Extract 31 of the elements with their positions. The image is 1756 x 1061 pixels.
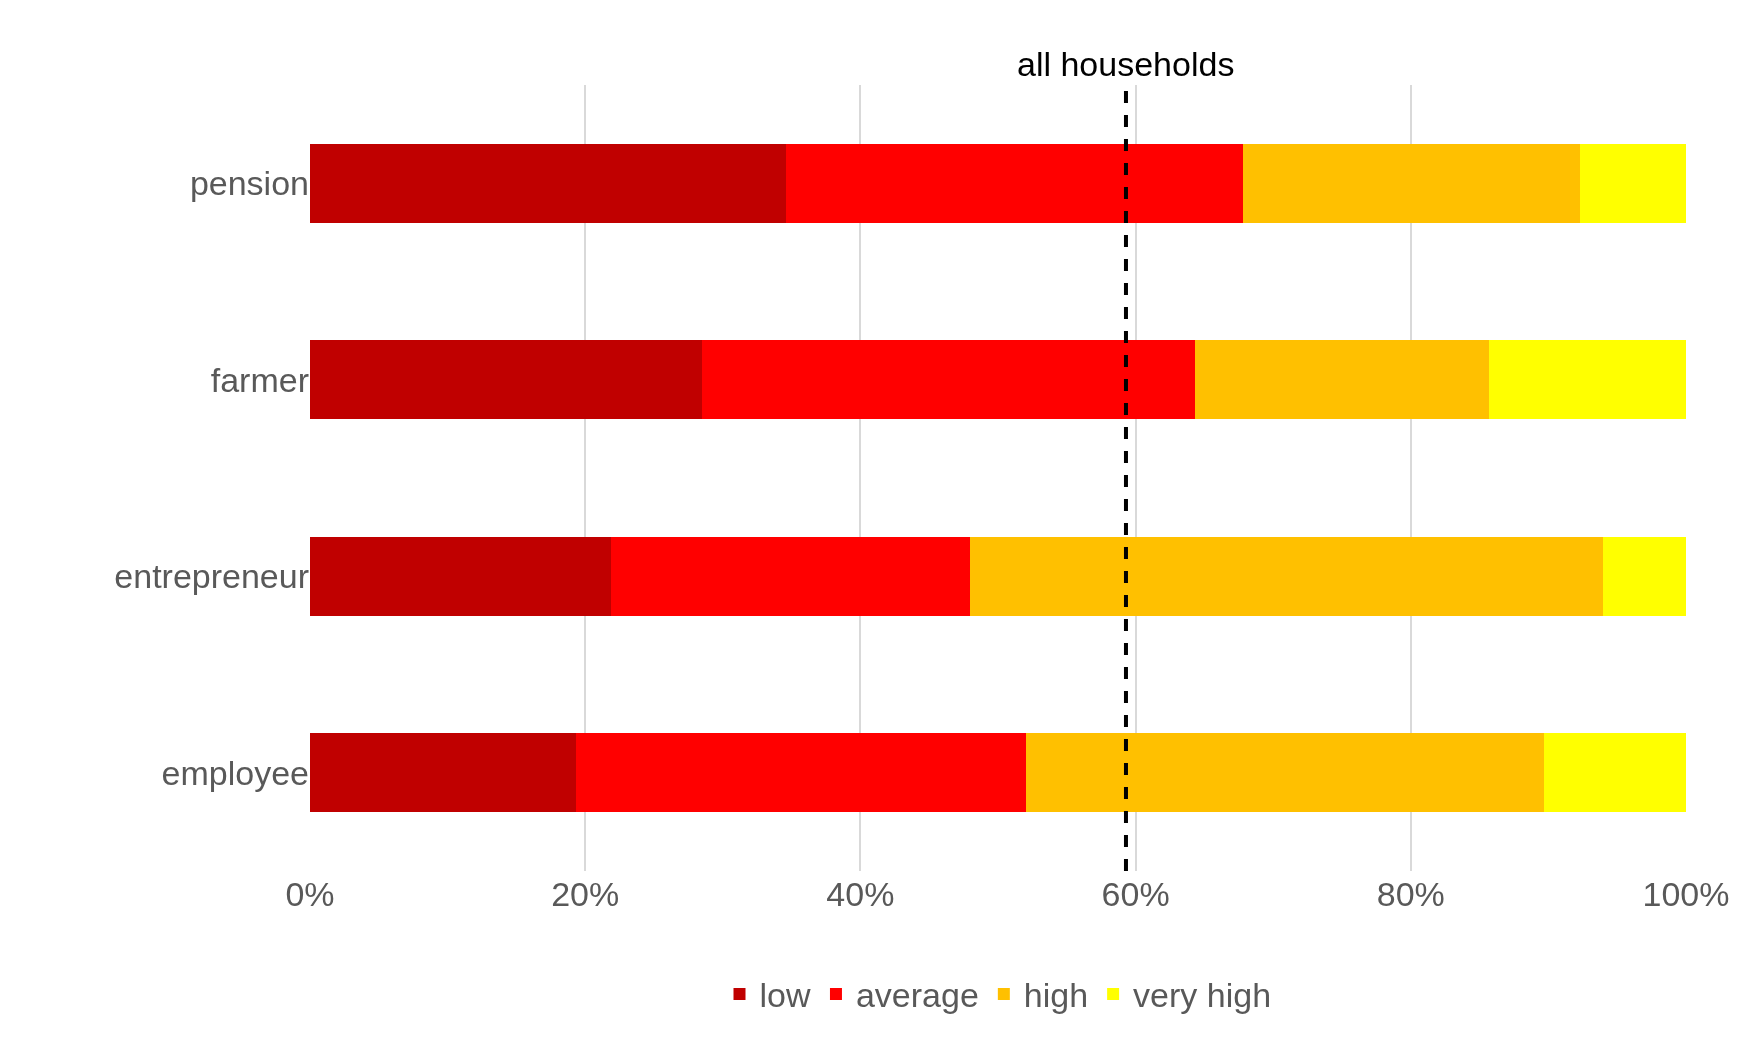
bar — [1489, 340, 1686, 420]
legend-label: average — [855, 976, 979, 1015]
bar — [1194, 340, 1490, 420]
x-tick-label: 0% — [285, 875, 335, 913]
legend-label: very high — [1133, 976, 1272, 1015]
ref-line-label: all households — [1017, 45, 1235, 83]
bar — [310, 536, 612, 616]
legend-label: high — [1023, 976, 1089, 1015]
bar — [1544, 733, 1686, 813]
bar — [702, 340, 1195, 420]
x-tick-label: 80% — [1376, 875, 1445, 913]
bar — [310, 143, 787, 223]
bar — [310, 733, 576, 813]
bar — [970, 536, 1604, 616]
bar — [310, 340, 703, 420]
legend-label: low — [759, 976, 811, 1015]
bar — [1603, 536, 1686, 616]
bar — [786, 143, 1243, 223]
x-tick-label: 40% — [826, 875, 895, 913]
x-tick-label: 100% — [1642, 875, 1730, 913]
bar — [575, 733, 1026, 813]
y-tick-label: farmer — [210, 360, 309, 399]
x-tick-label: 20% — [551, 875, 620, 913]
y-tick-label: employee — [161, 753, 309, 792]
bar — [611, 536, 971, 616]
bar — [1242, 143, 1581, 223]
y-tick-label: entrepreneur — [114, 557, 309, 596]
y-tick-label: pension — [189, 164, 309, 203]
x-tick-label: 60% — [1101, 875, 1170, 913]
bar — [1580, 143, 1686, 223]
bar — [1025, 733, 1545, 813]
